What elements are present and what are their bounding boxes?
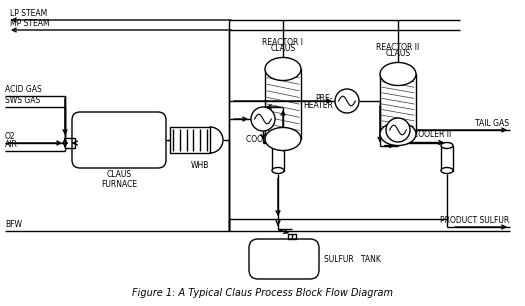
FancyBboxPatch shape (249, 239, 319, 279)
Bar (65, 138, 75, 148)
Text: REACTOR I: REACTOR I (262, 39, 303, 47)
Text: COOLER I: COOLER I (246, 135, 282, 144)
Text: LP STEAM: LP STEAM (10, 9, 47, 18)
Text: SULFUR   TANK: SULFUR TANK (324, 255, 381, 263)
Text: CLAUS: CLAUS (270, 44, 296, 54)
Ellipse shape (265, 128, 301, 151)
Bar (272, 145, 284, 170)
Text: O2: O2 (5, 132, 16, 141)
Circle shape (335, 89, 359, 113)
Ellipse shape (441, 143, 453, 148)
Text: MP STEAM: MP STEAM (10, 19, 50, 28)
Text: AIR: AIR (5, 140, 18, 149)
Bar (265, 69, 301, 139)
Ellipse shape (265, 58, 301, 80)
Ellipse shape (380, 62, 416, 85)
Text: SWS GAS: SWS GAS (5, 96, 40, 105)
Text: BFW: BFW (5, 220, 22, 229)
Circle shape (386, 118, 410, 142)
Circle shape (251, 107, 275, 131)
Bar (170, 127, 210, 153)
Ellipse shape (380, 122, 416, 146)
Text: COOLER II: COOLER II (413, 129, 452, 139)
Text: TAIL GAS: TAIL GAS (475, 119, 509, 128)
Text: ACID GAS: ACID GAS (5, 85, 42, 94)
Text: CLAUS: CLAUS (385, 50, 411, 58)
Bar (380, 74, 416, 134)
Text: HEATER: HEATER (303, 100, 333, 110)
Text: CLAUS
FURNACE: CLAUS FURNACE (101, 170, 137, 189)
Ellipse shape (441, 167, 453, 174)
Text: WHB: WHB (190, 161, 208, 170)
Text: Figure 1: A Typical Claus Process Block Flow Diagram: Figure 1: A Typical Claus Process Block … (132, 288, 393, 298)
Text: PRE-: PRE- (316, 94, 333, 103)
Bar (441, 145, 453, 170)
Ellipse shape (272, 143, 284, 148)
Text: REACTOR II: REACTOR II (376, 43, 419, 53)
Bar (288, 234, 296, 239)
Text: PRODUCT SULFUR: PRODUCT SULFUR (440, 216, 509, 225)
Ellipse shape (272, 167, 284, 174)
